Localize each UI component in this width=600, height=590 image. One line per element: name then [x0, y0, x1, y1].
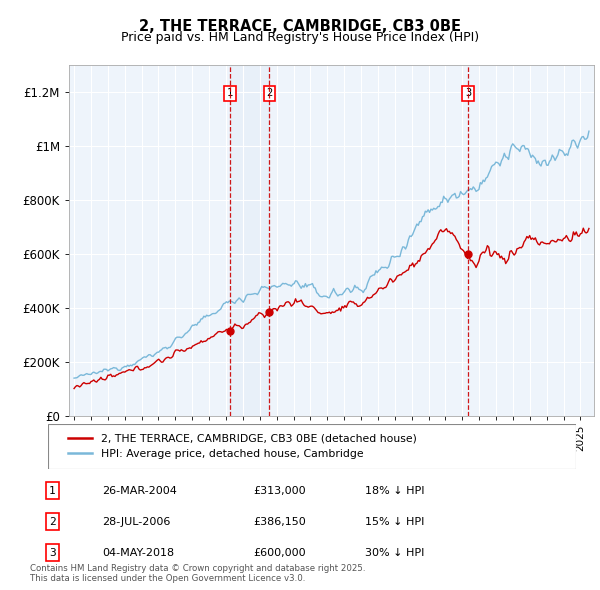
- Text: 04-MAY-2018: 04-MAY-2018: [103, 548, 175, 558]
- Text: £600,000: £600,000: [253, 548, 306, 558]
- Text: 2, THE TERRACE, CAMBRIDGE, CB3 0BE: 2, THE TERRACE, CAMBRIDGE, CB3 0BE: [139, 19, 461, 34]
- Text: Price paid vs. HM Land Registry's House Price Index (HPI): Price paid vs. HM Land Registry's House …: [121, 31, 479, 44]
- Text: 18% ↓ HPI: 18% ↓ HPI: [365, 486, 424, 496]
- Text: 2: 2: [266, 88, 272, 99]
- Bar: [230, 65, 269, 416]
- Text: £386,150: £386,150: [253, 517, 306, 526]
- Text: 1: 1: [49, 486, 56, 496]
- Text: 30% ↓ HPI: 30% ↓ HPI: [365, 548, 424, 558]
- Text: 28-JUL-2006: 28-JUL-2006: [103, 517, 171, 526]
- Text: Contains HM Land Registry data © Crown copyright and database right 2025.
This d: Contains HM Land Registry data © Crown c…: [30, 563, 365, 583]
- Legend: 2, THE TERRACE, CAMBRIDGE, CB3 0BE (detached house), HPI: Average price, detache: 2, THE TERRACE, CAMBRIDGE, CB3 0BE (deta…: [64, 430, 421, 463]
- Text: 2: 2: [49, 517, 56, 526]
- Text: 3: 3: [465, 88, 471, 99]
- Text: 26-MAR-2004: 26-MAR-2004: [103, 486, 178, 496]
- Text: 15% ↓ HPI: 15% ↓ HPI: [365, 517, 424, 526]
- Text: £313,000: £313,000: [253, 486, 306, 496]
- Text: 1: 1: [227, 88, 233, 99]
- Text: 3: 3: [49, 548, 56, 558]
